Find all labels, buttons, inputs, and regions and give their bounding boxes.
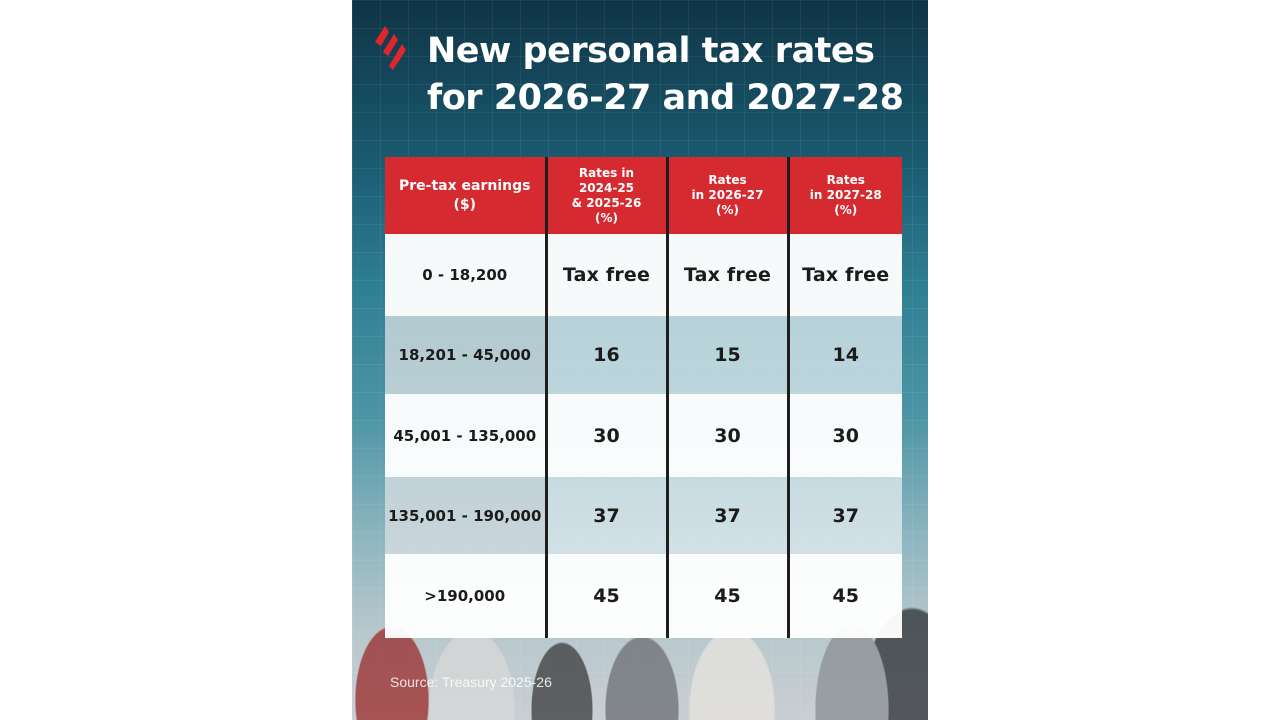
table-row: 45,001 - 135,000 30 30 30 bbox=[385, 394, 902, 477]
header-text: ($) bbox=[453, 196, 477, 213]
rate-cell: 45 bbox=[665, 554, 788, 638]
tax-rates-table: Pre-tax earnings ($) Rates in 2024-25 & … bbox=[385, 157, 902, 638]
table-row: 135,001 - 190,000 37 37 37 bbox=[385, 477, 902, 554]
rate-cell: 37 bbox=[665, 477, 788, 554]
header-text: (%) bbox=[595, 210, 618, 225]
rate-cell: 45 bbox=[786, 554, 902, 638]
earnings-cell: 45,001 - 135,000 bbox=[385, 394, 546, 477]
title-line-2: for 2026-27 and 2027-28 bbox=[427, 78, 904, 118]
header-rates-2026-27: Rates in 2026-27 (%) bbox=[665, 157, 788, 234]
header-text: (%) bbox=[834, 203, 858, 217]
rate-cell: Tax free bbox=[786, 234, 902, 316]
rate-cell: 30 bbox=[544, 394, 667, 477]
table-row: 0 - 18,200 Tax free Tax free Tax free bbox=[385, 234, 902, 316]
earnings-cell: 0 - 18,200 bbox=[385, 234, 546, 316]
page-title: New personal tax rates for 2026-27 and 2… bbox=[427, 28, 917, 122]
header-text: in 2026-27 bbox=[691, 188, 764, 202]
header-text: in 2027-28 bbox=[809, 188, 882, 202]
earnings-cell: >190,000 bbox=[385, 554, 546, 638]
table-header-row: Pre-tax earnings ($) Rates in 2024-25 & … bbox=[385, 157, 902, 234]
rate-cell: 30 bbox=[786, 394, 902, 477]
rate-cell: 30 bbox=[665, 394, 788, 477]
table-row: 18,201 - 45,000 16 15 14 bbox=[385, 316, 902, 394]
earnings-cell: 18,201 - 45,000 bbox=[385, 316, 546, 394]
sbs-logo-icon bbox=[375, 26, 406, 70]
rate-cell: 16 bbox=[544, 316, 667, 394]
source-note: Source: Treasury 2025-26 bbox=[390, 674, 552, 690]
rate-cell: Tax free bbox=[665, 234, 788, 316]
header-text: Rates bbox=[826, 173, 865, 187]
header-rates-2027-28: Rates in 2027-28 (%) bbox=[786, 157, 902, 234]
rate-cell: 15 bbox=[665, 316, 788, 394]
rate-cell: 37 bbox=[544, 477, 667, 554]
header-rates-2024-25: Rates in 2024-25 & 2025-26 (%) bbox=[544, 157, 667, 234]
rate-cell: 14 bbox=[786, 316, 902, 394]
header-text: & 2025-26 bbox=[571, 195, 642, 210]
header-pre-tax-earnings: Pre-tax earnings ($) bbox=[385, 157, 546, 234]
title-line-1: New personal tax rates bbox=[427, 31, 875, 71]
earnings-cell: 135,001 - 190,000 bbox=[385, 477, 546, 554]
rate-cell: 45 bbox=[544, 554, 667, 638]
rate-cell: 37 bbox=[786, 477, 902, 554]
header-text: Rates in bbox=[578, 165, 635, 180]
table-row: >190,000 45 45 45 bbox=[385, 554, 902, 638]
header-text: Pre-tax earnings bbox=[399, 177, 531, 194]
header-text: (%) bbox=[716, 203, 739, 217]
header-text: 2024-25 bbox=[578, 180, 635, 195]
header-text: Rates bbox=[708, 173, 747, 187]
rate-cell: Tax free bbox=[544, 234, 667, 316]
